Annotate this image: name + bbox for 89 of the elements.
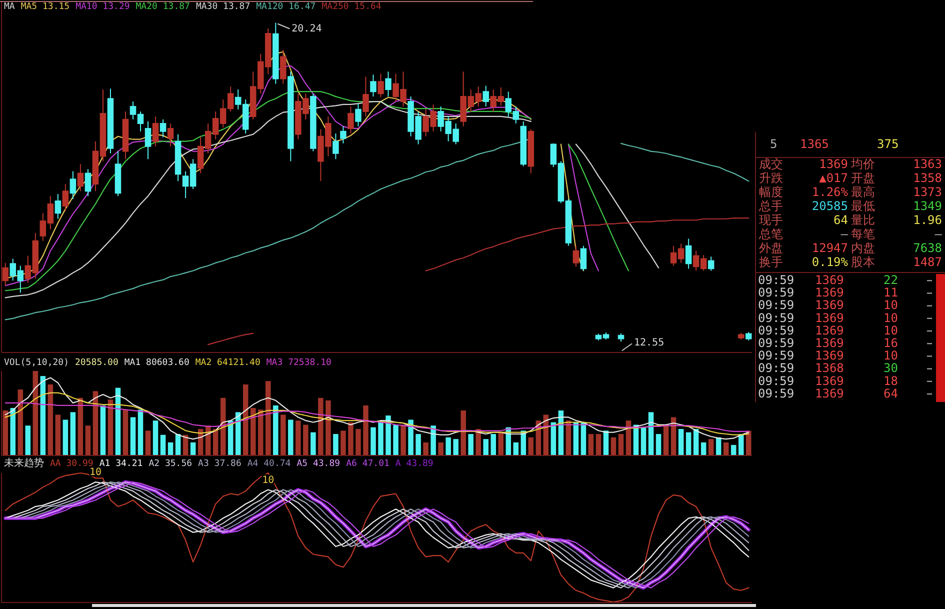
text: 09:59 bbox=[758, 361, 794, 376]
text: 09:59 bbox=[758, 386, 794, 400]
text: 09:59 bbox=[758, 286, 794, 300]
text: 20585.00 bbox=[75, 358, 118, 368]
text: 1369 bbox=[815, 286, 844, 300]
text: 1369 bbox=[815, 310, 844, 325]
text: 20585 bbox=[812, 199, 848, 213]
text: 开盘 bbox=[851, 171, 875, 185]
text: 幅度 bbox=[759, 185, 783, 199]
text: 375 bbox=[877, 137, 899, 151]
annotation: 12.55 bbox=[634, 338, 664, 349]
text: 09:59 bbox=[758, 348, 794, 363]
text: 1363 bbox=[913, 157, 942, 171]
text: MA120 16.47 bbox=[256, 2, 316, 12]
text: 内盘 bbox=[851, 241, 875, 255]
text: 12947 bbox=[812, 241, 848, 255]
text: 10 bbox=[884, 348, 898, 363]
text: 11 bbox=[884, 286, 898, 300]
text: ▲017 bbox=[819, 171, 848, 185]
text: 1369 bbox=[815, 336, 844, 350]
annotation: 20.24 bbox=[292, 24, 322, 35]
text: 升跌 bbox=[759, 171, 783, 185]
text: 64 bbox=[884, 386, 898, 400]
text: 09:59 bbox=[758, 323, 794, 338]
text: A6 47.01 bbox=[346, 459, 390, 469]
text: 09:59 bbox=[758, 273, 794, 287]
text: A 43.89 bbox=[395, 459, 434, 469]
text: — bbox=[934, 227, 943, 241]
text: 7638 bbox=[913, 241, 942, 255]
text: 1369 bbox=[815, 374, 844, 388]
text: 1369 bbox=[815, 273, 844, 287]
text: 成交 bbox=[759, 157, 783, 171]
text: MA5 13.15 bbox=[20, 2, 70, 12]
text: 换手 bbox=[759, 255, 783, 269]
text: 每笔 bbox=[851, 227, 875, 241]
text: 16 bbox=[884, 336, 898, 350]
text: 现手 bbox=[759, 213, 783, 227]
text: 1358 bbox=[913, 171, 942, 185]
text: 18 bbox=[884, 374, 898, 388]
text: 64 bbox=[834, 213, 848, 227]
text: 1369 bbox=[815, 323, 844, 338]
text: MA3 72538.10 bbox=[266, 358, 332, 368]
text: 1369 bbox=[815, 298, 844, 312]
text: MA1 80603.60 bbox=[124, 358, 190, 368]
text: 1.26% bbox=[812, 185, 849, 199]
text: MA30 13.87 bbox=[196, 2, 250, 12]
text: 09:59 bbox=[758, 310, 794, 325]
text: 1349 bbox=[913, 199, 942, 213]
text: 总笔 bbox=[758, 227, 783, 241]
text: 22 bbox=[884, 273, 898, 287]
text: MA10 13.29 bbox=[76, 2, 130, 12]
text: 股本 bbox=[851, 255, 875, 269]
text: A2 35.56 bbox=[148, 459, 192, 469]
text: 1369 bbox=[815, 348, 844, 363]
text: 0.19% bbox=[812, 255, 849, 269]
text: 量比 bbox=[851, 213, 875, 227]
annotation: 10 bbox=[89, 467, 102, 478]
chart-title: 未来趋势 bbox=[4, 457, 44, 469]
series-label: AA 30.99 bbox=[50, 459, 94, 469]
text: 1.96 bbox=[913, 213, 942, 227]
text: 最低 bbox=[851, 199, 875, 213]
text: 均价 bbox=[850, 157, 875, 171]
text: A3 37.86 bbox=[198, 459, 242, 469]
text: 1369 bbox=[815, 386, 844, 400]
series-label: A1 34.21 bbox=[99, 459, 143, 469]
text: 30 bbox=[884, 361, 898, 376]
text: MA20 13.87 bbox=[136, 2, 190, 12]
text: 5 bbox=[770, 137, 778, 151]
text: 1368 bbox=[815, 361, 844, 376]
text: 总手 bbox=[758, 199, 783, 213]
text: 1369 bbox=[819, 157, 848, 171]
chart-title: MA bbox=[4, 2, 16, 12]
chart-title: VOL(5,10,20) bbox=[4, 358, 70, 368]
text: A5 43.89 bbox=[296, 459, 340, 469]
text: 10 bbox=[884, 298, 898, 312]
text: 10 bbox=[884, 323, 898, 338]
text: 1365 bbox=[800, 137, 829, 151]
text: A4 40.74 bbox=[247, 459, 291, 469]
text: 1373 bbox=[913, 185, 942, 199]
text: 1487 bbox=[913, 255, 942, 269]
text: MA250 15.64 bbox=[322, 2, 382, 12]
text: 外盘 bbox=[759, 241, 783, 255]
text: — bbox=[840, 227, 849, 241]
text: 09:59 bbox=[758, 374, 794, 388]
text: 最高 bbox=[851, 185, 875, 199]
text: MA2 64121.40 bbox=[195, 358, 260, 368]
text: 09:59 bbox=[758, 336, 794, 350]
text: 10 bbox=[884, 310, 898, 325]
text: 09:59 bbox=[758, 298, 794, 312]
